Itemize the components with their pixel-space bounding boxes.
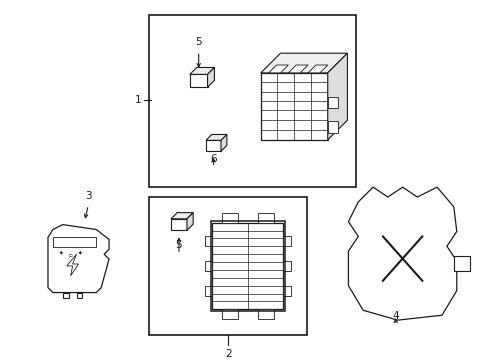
Text: 4: 4	[391, 311, 398, 321]
Polygon shape	[186, 213, 193, 230]
Polygon shape	[207, 67, 214, 87]
Polygon shape	[204, 286, 212, 296]
Text: 3: 3	[85, 191, 91, 201]
Polygon shape	[257, 213, 273, 222]
Polygon shape	[307, 65, 327, 73]
Polygon shape	[327, 121, 337, 133]
Polygon shape	[149, 15, 356, 187]
Polygon shape	[77, 293, 82, 298]
Text: 6: 6	[210, 153, 216, 163]
Polygon shape	[189, 75, 207, 87]
Polygon shape	[283, 237, 291, 246]
Text: 1: 1	[135, 95, 141, 105]
Text: 5: 5	[175, 240, 182, 250]
Polygon shape	[204, 237, 212, 246]
Polygon shape	[453, 256, 468, 271]
Polygon shape	[66, 254, 79, 276]
Text: ✦: ✦	[59, 251, 63, 256]
Text: ▫: ▫	[69, 253, 72, 258]
Polygon shape	[212, 222, 283, 309]
Text: ✦: ✦	[78, 251, 82, 256]
Polygon shape	[288, 65, 307, 73]
Polygon shape	[327, 96, 337, 108]
Polygon shape	[204, 261, 212, 271]
Polygon shape	[257, 309, 273, 319]
Polygon shape	[221, 135, 226, 151]
Polygon shape	[149, 197, 306, 335]
Polygon shape	[48, 225, 109, 293]
Polygon shape	[171, 219, 186, 230]
Polygon shape	[260, 53, 347, 73]
Polygon shape	[327, 53, 347, 140]
Polygon shape	[260, 73, 327, 140]
Polygon shape	[268, 65, 288, 73]
Polygon shape	[171, 213, 193, 219]
Polygon shape	[62, 293, 68, 298]
Polygon shape	[205, 140, 221, 151]
Polygon shape	[348, 187, 456, 320]
Text: 2: 2	[224, 349, 231, 359]
Polygon shape	[53, 237, 96, 247]
Polygon shape	[205, 135, 226, 140]
Polygon shape	[222, 213, 238, 222]
Polygon shape	[222, 309, 238, 319]
Text: 5: 5	[195, 37, 202, 47]
Polygon shape	[283, 261, 291, 271]
Polygon shape	[283, 286, 291, 296]
Polygon shape	[189, 67, 214, 75]
